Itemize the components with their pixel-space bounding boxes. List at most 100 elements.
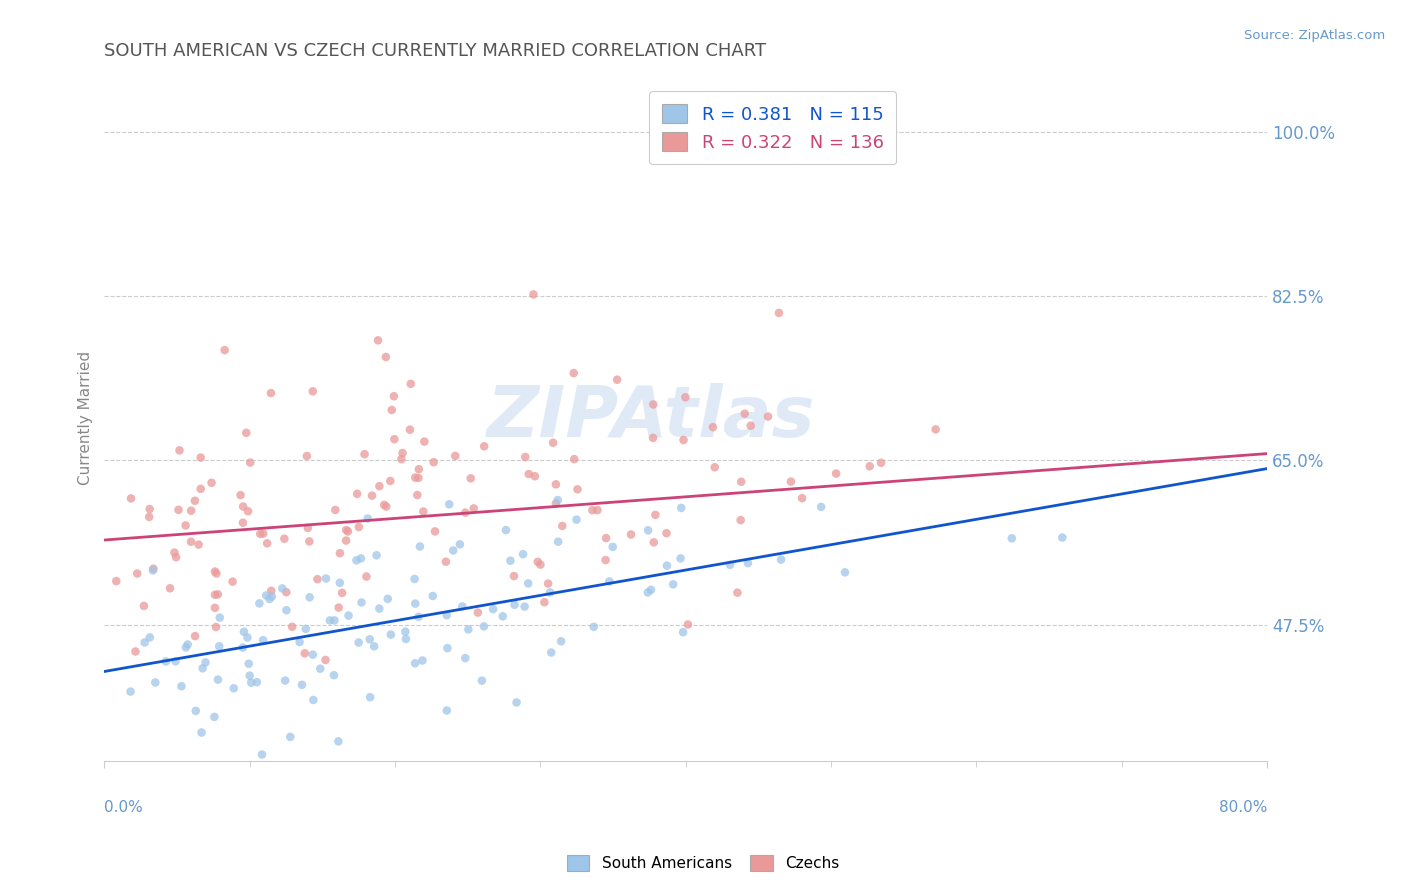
Point <box>120 491 142 506</box>
Point <box>260 590 283 604</box>
Point <box>194 656 217 670</box>
Point <box>404 470 426 484</box>
Point <box>155 654 177 668</box>
Point <box>436 608 458 623</box>
Point <box>640 582 662 597</box>
Point <box>329 575 352 590</box>
Point <box>239 668 262 682</box>
Point <box>389 452 412 467</box>
Point <box>200 475 222 490</box>
Point <box>517 467 540 481</box>
Point <box>259 592 281 607</box>
Point <box>411 653 433 667</box>
Point <box>247 596 270 610</box>
Y-axis label: Currently Married: Currently Married <box>79 351 93 485</box>
Point <box>361 489 384 503</box>
Point <box>256 536 278 550</box>
Point <box>207 673 229 687</box>
Point <box>208 639 231 653</box>
Point <box>276 585 298 599</box>
Point <box>347 520 370 534</box>
Point <box>834 566 856 580</box>
Point <box>274 673 297 688</box>
Point <box>236 631 259 645</box>
Point <box>301 384 323 399</box>
Point <box>1052 531 1074 545</box>
Point <box>541 435 564 450</box>
Point <box>422 589 444 603</box>
Point <box>454 506 477 520</box>
Point <box>222 681 245 696</box>
Point <box>495 523 517 537</box>
Point <box>367 334 389 348</box>
Point <box>672 625 695 640</box>
Point <box>236 504 259 518</box>
Point <box>523 469 546 483</box>
Point <box>730 513 752 527</box>
Point <box>347 635 370 649</box>
Point <box>204 600 226 615</box>
Point <box>250 747 273 762</box>
Point <box>567 483 589 497</box>
Point <box>436 704 458 718</box>
Point <box>232 640 254 655</box>
Point <box>294 622 316 636</box>
Point <box>297 521 319 535</box>
Point <box>374 350 396 364</box>
Point <box>167 503 190 517</box>
Point <box>346 553 368 567</box>
Point <box>165 550 187 565</box>
Point <box>174 640 197 655</box>
Point <box>240 675 263 690</box>
Point <box>190 482 212 496</box>
Point <box>252 526 274 541</box>
Point <box>451 599 474 614</box>
Point <box>124 644 146 658</box>
Point <box>544 496 567 510</box>
Point <box>643 397 665 411</box>
Point <box>359 632 381 647</box>
Point <box>246 675 269 690</box>
Text: ZIPAtlas: ZIPAtlas <box>486 384 815 452</box>
Point <box>780 475 803 489</box>
Point <box>423 524 446 539</box>
Point <box>169 443 191 458</box>
Point <box>482 602 505 616</box>
Point <box>734 407 756 421</box>
Point <box>406 488 429 502</box>
Point <box>315 653 337 667</box>
Point <box>533 595 555 609</box>
Point <box>404 657 426 671</box>
Point <box>329 546 352 560</box>
Point <box>641 431 664 445</box>
Point <box>441 543 464 558</box>
Point <box>703 460 725 475</box>
Point <box>790 491 813 505</box>
Point <box>190 725 212 739</box>
Point <box>252 633 274 648</box>
Point <box>676 617 699 632</box>
Point <box>127 566 149 581</box>
Point <box>380 474 402 488</box>
Point <box>356 569 378 583</box>
Point <box>544 477 567 491</box>
Point <box>436 641 458 656</box>
Point <box>538 585 561 599</box>
Point <box>328 734 350 748</box>
Point <box>517 576 540 591</box>
Point <box>368 479 391 493</box>
Point <box>810 500 832 514</box>
Point <box>394 624 416 639</box>
Point <box>503 569 526 583</box>
Point <box>644 508 666 522</box>
Point <box>142 562 165 576</box>
Point <box>643 535 665 549</box>
Point <box>460 471 482 485</box>
Text: SOUTH AMERICAN VS CZECH CURRENTLY MARRIED CORRELATION CHART: SOUTH AMERICAN VS CZECH CURRENTLY MARRIE… <box>104 42 766 60</box>
Point <box>184 704 207 718</box>
Point <box>581 503 603 517</box>
Point <box>319 614 342 628</box>
Point <box>702 420 724 434</box>
Point <box>669 551 692 566</box>
Point <box>399 376 422 391</box>
